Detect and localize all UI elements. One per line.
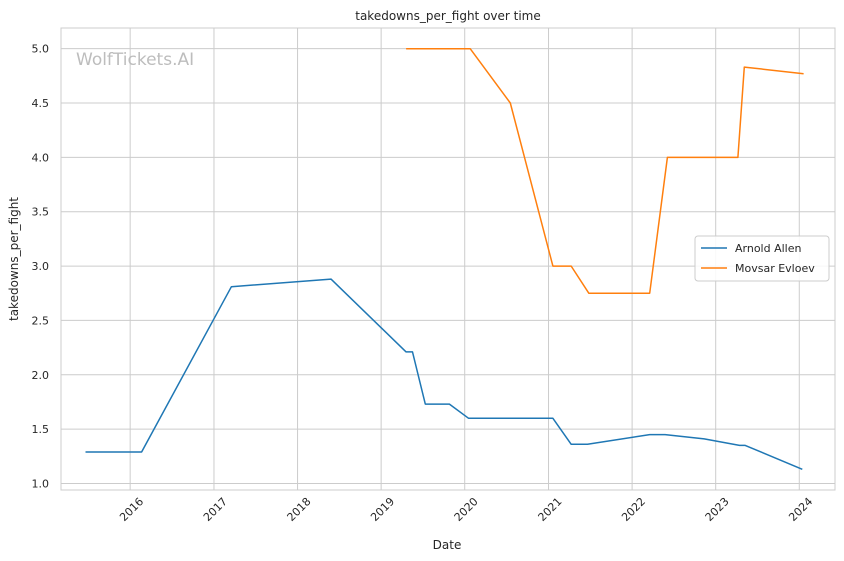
x-tick-label-2024: 2024 [786,495,815,524]
legend-box [694,235,830,282]
series-lines [85,47,804,470]
legend: Arnold Allen Movsar Evloev [694,235,830,282]
x-tick-label-2016: 2016 [117,495,146,524]
x-tick-label-2022: 2022 [619,495,648,524]
series-line-arnold-allen [85,278,803,470]
y-tick-label-5.0: 5.0 [32,43,50,56]
x-tick-label-2020: 2020 [452,495,481,524]
plot-area-frame [60,27,836,491]
y-tick-label-2.5: 2.5 [32,314,50,327]
series-line-movsar-evloev [406,47,804,294]
y-tick-label-3.5: 3.5 [32,206,50,219]
legend-label-arnold-allen: Arnold Allen [735,242,801,255]
y-tick-label-3.0: 3.0 [32,260,50,273]
x-tick-label-2019: 2019 [368,495,397,524]
x-tick-label-2018: 2018 [285,495,314,524]
x-axis-label: Date [433,538,462,552]
legend-label-movsar-evloev: Movsar Evloev [735,262,815,275]
y-axis-ticks: 1.0 1.5 2.0 2.5 3.0 3.5 4.0 4.5 5.0 [32,43,50,491]
watermark: WolfTickets.AI [76,50,194,70]
x-axis-ticks: 2016 2017 2018 2019 2020 2021 2022 2023 2024 [117,495,815,524]
y-tick-label-4.0: 4.0 [32,151,50,164]
chart-title: takedowns_per_fight over time [355,9,541,23]
x-tick-label-2021: 2021 [536,495,565,524]
y-tick-label-2.0: 2.0 [32,369,50,382]
y-axis-label: takedowns_per_fight [7,197,21,321]
x-tick-label-2023: 2023 [703,495,732,524]
y-tick-label-1.5: 1.5 [32,423,50,436]
x-tick-label-2017: 2017 [201,495,230,524]
y-tick-label-1.0: 1.0 [32,477,50,490]
y-tick-label-4.5: 4.5 [32,97,50,110]
